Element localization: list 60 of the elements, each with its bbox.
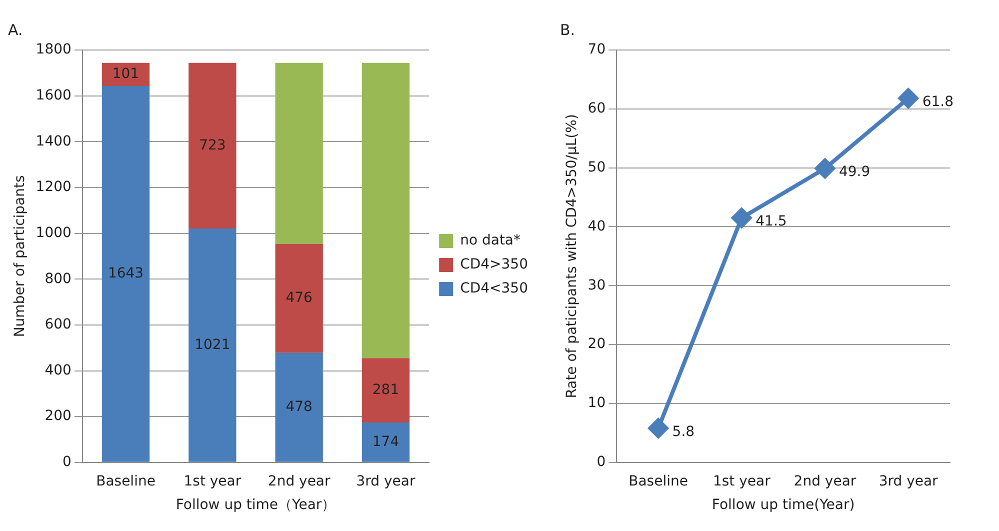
- y-tick-label: 200: [44, 408, 72, 424]
- y-tick-label: 400: [44, 362, 72, 378]
- chart-title: A.: [8, 20, 23, 39]
- data-label: 41.5: [756, 214, 787, 230]
- y-tick-label: 0: [62, 454, 72, 470]
- data-label: 101: [112, 66, 140, 82]
- bar: [188, 62, 236, 228]
- point: [898, 88, 918, 108]
- data-label: 61.8: [922, 94, 954, 110]
- y-tick-label: 0: [596, 454, 606, 470]
- x-tick-label: Baseline: [628, 473, 688, 490]
- y-tick-label: 1400: [36, 133, 72, 150]
- y-tick-label: 50: [588, 159, 606, 176]
- x-tick-label: 2nd year: [268, 473, 331, 490]
- legend-label: CD4<350: [460, 280, 528, 297]
- y-tick-label: 40: [588, 218, 606, 234]
- x-tick-label: 2nd year: [794, 473, 856, 490]
- y-tick-label: 800: [44, 270, 72, 287]
- y-tick-label: 1000: [36, 224, 72, 241]
- bar: [362, 358, 410, 423]
- legend-label: no data*: [460, 232, 521, 249]
- data-label: 174: [372, 434, 400, 450]
- bar: [188, 228, 236, 462]
- bar: [275, 352, 323, 462]
- point: [648, 418, 668, 438]
- y-tick-label: 1600: [36, 87, 72, 104]
- bar: [102, 86, 150, 462]
- y-tick-label: 10: [588, 395, 606, 412]
- y-axis-title: Rate of paticipants with CD4>350/μL(%): [564, 114, 580, 398]
- bar: [275, 62, 323, 244]
- y-tick-label: 20: [588, 336, 606, 352]
- y-tick-label: 1200: [36, 179, 72, 196]
- x-axis-title: Follow up time(Year): [712, 497, 855, 514]
- data-label: 1643: [108, 266, 144, 282]
- x-tick-label: 3rd year: [878, 473, 938, 490]
- x-tick-label: 3rd year: [356, 473, 416, 490]
- chart-title: B.: [560, 20, 576, 39]
- y-tick-label: 600: [44, 316, 72, 333]
- y-axis-title: Number of participants: [12, 175, 28, 338]
- x-tick-label: 1st year: [184, 473, 242, 490]
- x-tick-label: 1st year: [712, 473, 771, 490]
- data-label: 476: [286, 290, 313, 306]
- x-axis-title: Follow up time（Year）: [176, 497, 336, 514]
- data-label: 49.9: [838, 164, 870, 180]
- data-label: 1021: [194, 336, 230, 353]
- data-label: 723: [199, 137, 226, 154]
- y-tick-label: 30: [588, 277, 606, 294]
- legend-label: CD4>350: [460, 256, 528, 273]
- bar: [362, 422, 410, 462]
- y-tick-label: 1800: [36, 42, 72, 58]
- bar: [275, 244, 323, 353]
- point: [814, 158, 835, 178]
- y-tick-label: 60: [588, 100, 606, 117]
- point: [732, 208, 752, 228]
- data-label: 5.8: [672, 424, 695, 440]
- data-label: 281: [372, 382, 400, 398]
- y-tick-label: 70: [588, 42, 606, 58]
- data-label: 478: [286, 399, 312, 416]
- x-tick-label: Baseline: [96, 473, 156, 490]
- bar: [362, 62, 410, 358]
